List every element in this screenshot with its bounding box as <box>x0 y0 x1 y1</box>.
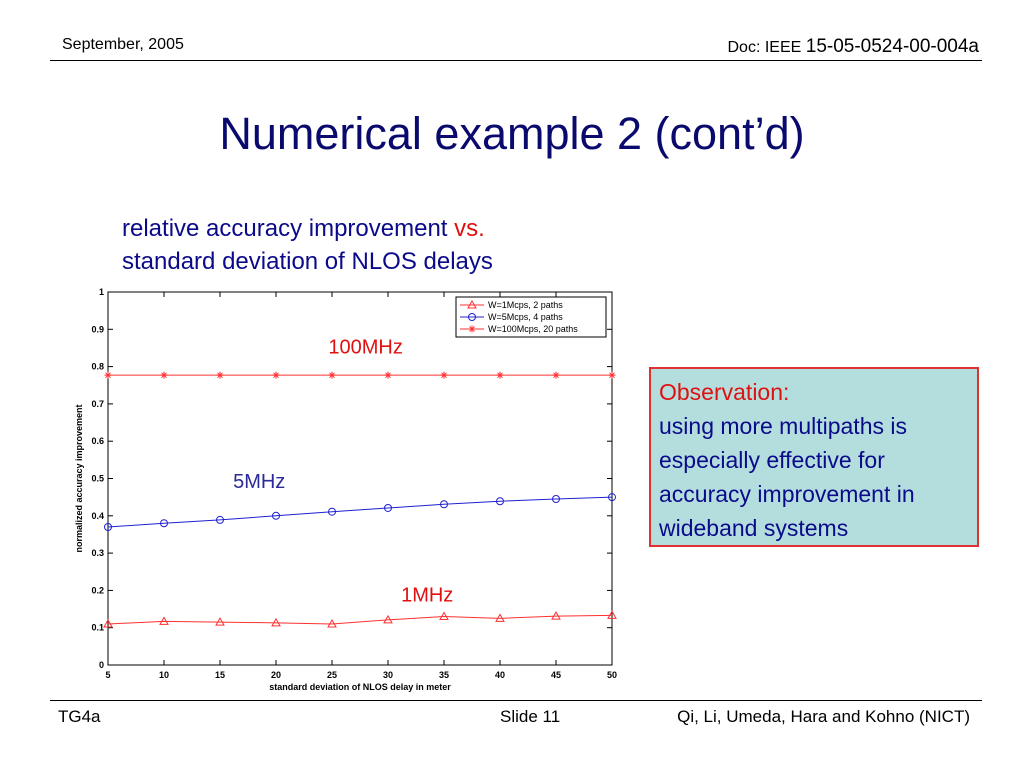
series-3-point <box>384 371 392 379</box>
series-2-point <box>496 497 504 506</box>
series-3-point <box>440 371 448 379</box>
legend-entry: W=1Mcps, 2 paths <box>488 300 563 310</box>
observation-line: wideband systems <box>659 515 849 541</box>
legend-entry: W=100Mcps, 20 paths <box>488 324 578 334</box>
x-tick-label: 25 <box>327 670 337 680</box>
header-date: September, 2005 <box>62 36 184 53</box>
series-1-point <box>271 617 281 627</box>
y-tick-label: 0.3 <box>91 548 104 558</box>
series-1-point <box>327 618 337 628</box>
slide-label: Slide <box>500 707 538 726</box>
footer-slide: Slide 11 <box>500 707 560 727</box>
series-1-point <box>159 616 169 625</box>
x-tick-label: 20 <box>271 670 281 680</box>
series-3-point <box>216 371 224 379</box>
x-tick-label: 5 <box>105 670 110 680</box>
series-1-point <box>551 611 561 620</box>
slide-number: 11 <box>542 707 561 726</box>
series-2-point <box>440 500 448 509</box>
series-line-1 <box>107 614 613 625</box>
observation-line: accuracy improvement in <box>659 481 915 507</box>
series-3-point <box>272 371 280 379</box>
y-tick-label: 0.7 <box>91 399 104 409</box>
observation-title: Observation: <box>659 379 790 405</box>
y-tick-label: 1 <box>99 287 104 297</box>
legend-marker <box>468 325 476 333</box>
x-tick-label: 50 <box>607 670 617 680</box>
legend-entry: W=5Mcps, 4 paths <box>488 312 563 322</box>
x-tick-label: 15 <box>215 670 225 680</box>
x-tick-label: 35 <box>439 670 449 680</box>
doc-number: 15-05-0524-00-004a <box>805 36 979 57</box>
series-annotation: 100MHz <box>328 337 402 359</box>
y-tick-label: 0.1 <box>91 623 104 633</box>
series-2-point <box>328 507 336 516</box>
footer-rule <box>50 700 982 701</box>
doc-prefix: Doc: IEEE <box>727 39 806 56</box>
y-tick-label: 0.6 <box>91 436 104 446</box>
series-2-point <box>552 495 560 504</box>
series-1-point <box>103 618 113 628</box>
x-tick-label: 45 <box>551 670 561 680</box>
series-3-point <box>104 371 112 379</box>
y-tick-label: 0.4 <box>91 511 104 521</box>
y-tick-label: 0 <box>99 660 104 670</box>
series-3-point <box>552 371 560 379</box>
series-2-point <box>272 511 280 520</box>
chart-subtitle: relative accuracy improvement vs. standa… <box>122 212 493 278</box>
y-tick-label: 0.9 <box>91 324 104 334</box>
x-axis-label: standard deviation of NLOS delay in mete… <box>269 682 451 692</box>
header-rule <box>50 60 982 61</box>
y-tick-label: 0.8 <box>91 362 104 372</box>
series-2-point <box>160 519 168 528</box>
series-3-point <box>608 371 616 379</box>
legend-marker <box>468 313 476 321</box>
legend-marker <box>467 299 477 309</box>
footer-left: TG4a <box>58 707 101 726</box>
series-2-point <box>384 503 392 512</box>
series-2-point <box>104 522 112 531</box>
slide-title: Numerical example 2 (cont’d) <box>219 108 805 159</box>
y-tick-label: 0.2 <box>91 585 104 595</box>
subtitle-text-a: relative accuracy improvement <box>122 215 455 242</box>
y-axis-label: normalized accuracy improvement <box>74 404 84 552</box>
series-3-point <box>160 371 168 379</box>
subtitle-vs: vs. <box>454 215 485 242</box>
footer-authors: Qi, Li, Umeda, Hara and Kohno (NICT) <box>677 707 970 726</box>
x-tick-label: 40 <box>495 670 505 680</box>
series-1-point <box>383 614 393 624</box>
series-1-point <box>215 617 225 626</box>
series-annotation: 5MHz <box>233 471 285 493</box>
observation-line: especially effective for <box>659 447 885 473</box>
subtitle-text-b: standard deviation of NLOS delays <box>122 248 493 275</box>
header-doc: Doc: IEEE 15-05-0524-00-004a <box>728 36 980 58</box>
observation-box: Observation: using more multipaths is es… <box>649 367 979 547</box>
series-2-point <box>216 515 224 524</box>
series-annotation: 1MHz <box>401 585 453 607</box>
series-3-point <box>328 371 336 379</box>
series-3-point <box>496 371 504 379</box>
series-line-2 <box>107 496 613 528</box>
series-1-point <box>439 611 449 621</box>
x-tick-label: 10 <box>159 670 169 680</box>
y-tick-label: 0.5 <box>91 474 104 484</box>
series-2-point <box>608 493 616 502</box>
observation-line: using more multipaths is <box>659 413 907 439</box>
x-tick-label: 30 <box>383 670 393 680</box>
series-1-point <box>607 610 617 619</box>
series-1-point <box>495 613 505 622</box>
